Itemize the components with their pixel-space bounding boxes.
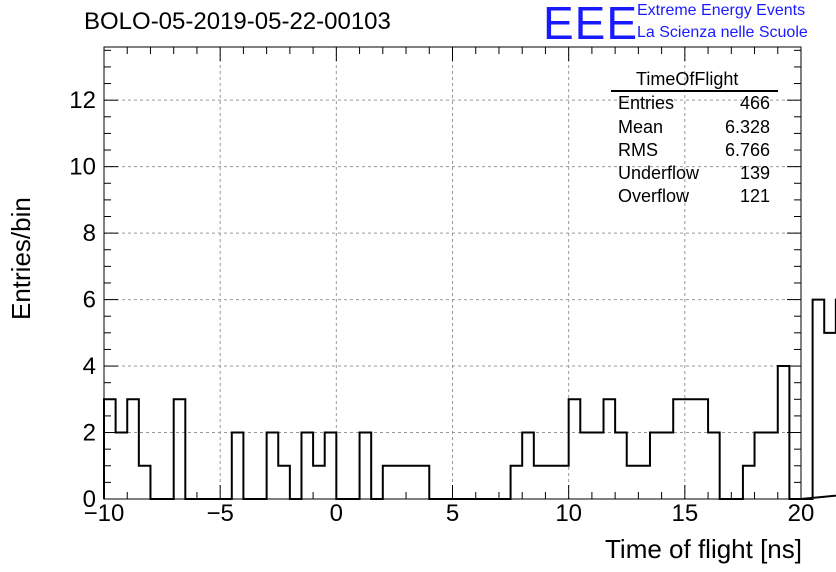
histogram-bin <box>116 433 128 499</box>
histogram-bin <box>545 466 557 499</box>
stats-value: 466 <box>739 93 770 113</box>
y-tick-label: 0 <box>83 486 96 513</box>
eee-logo: EEE <box>543 0 639 49</box>
histogram-bin <box>569 399 581 499</box>
histogram-bin <box>278 466 290 499</box>
histogram-bin <box>824 333 836 499</box>
histogram-bin <box>383 466 395 499</box>
x-tick-label: −10 <box>84 500 125 527</box>
histogram-bin <box>557 466 569 499</box>
histogram-bin <box>360 433 372 499</box>
histogram-bin <box>394 466 406 499</box>
stats-key: Overflow <box>618 186 690 206</box>
stats-key: Underflow <box>618 163 700 183</box>
histogram-bin <box>301 433 313 499</box>
histogram-bin <box>685 399 697 499</box>
grid-layer <box>103 47 802 500</box>
logo-line-1: Extreme Energy Events <box>637 2 806 19</box>
stats-key: RMS <box>618 140 658 160</box>
histogram-bin <box>174 399 186 499</box>
histogram-bin <box>615 433 627 499</box>
histogram-outline <box>103 298 836 500</box>
y-tick-label: 2 <box>83 420 96 447</box>
histogram-bin <box>662 433 674 499</box>
x-tick-label: 5 <box>446 500 459 527</box>
stats-key: Mean <box>618 117 664 137</box>
y-tick-label: 4 <box>83 353 96 380</box>
y-tick-label: 6 <box>83 287 96 314</box>
stats-value: 139 <box>739 163 770 183</box>
histogram-bin <box>766 433 778 499</box>
histogram-bin <box>267 433 279 499</box>
stats-key: Entries <box>618 93 675 113</box>
stats-value: 6.766 <box>724 140 770 160</box>
histogram-bin <box>708 433 720 499</box>
stats-value: 6.328 <box>724 117 770 137</box>
histogram-bin <box>592 433 604 499</box>
stats-title: TimeOfFlight <box>636 69 739 89</box>
histogram-bin <box>418 466 430 499</box>
axis-layer: −10 −5 0 5 10 15 20 0 2 4 6 8 10 12 <box>69 46 815 527</box>
histogram-bin <box>743 466 755 499</box>
histogram-bin <box>755 433 767 499</box>
x-tick-label: 20 <box>788 500 815 527</box>
histogram-bin <box>522 433 534 499</box>
histogram-bin <box>534 466 546 499</box>
histogram-bin <box>325 433 337 499</box>
histogram-bin <box>604 399 616 499</box>
histogram-bin <box>406 466 418 499</box>
y-tick-label: 8 <box>83 220 96 247</box>
x-tick-label: −5 <box>206 500 233 527</box>
x-tick-label: 15 <box>671 500 698 527</box>
histogram-bin <box>511 466 523 499</box>
y-axis-label: Entries/bin <box>6 197 36 320</box>
y-tick-label: 12 <box>69 87 96 114</box>
logo-line-2: La Scienza nelle Scuole <box>637 24 808 41</box>
y-tick-label: 10 <box>69 154 96 181</box>
x-tick-label: 10 <box>555 500 582 527</box>
histogram-bin <box>673 399 685 499</box>
histogram-bin <box>232 433 244 499</box>
histogram-bin <box>638 466 650 499</box>
histogram-bin <box>313 466 325 499</box>
stats-value: 121 <box>739 186 770 206</box>
x-axis-label: Time of flight [ns] <box>605 534 802 564</box>
histogram-bin <box>813 300 825 499</box>
histogram-bin <box>650 433 662 499</box>
histogram-bin <box>139 466 151 499</box>
histogram-bin <box>127 399 139 499</box>
histogram-bin <box>627 466 639 499</box>
histogram-bin <box>580 433 592 499</box>
x-tick-label: 0 <box>330 500 343 527</box>
histogram-layer <box>103 298 836 500</box>
chart-title: BOLO-05-2019-05-22-00103 <box>84 8 391 35</box>
histogram-bin <box>696 399 708 499</box>
